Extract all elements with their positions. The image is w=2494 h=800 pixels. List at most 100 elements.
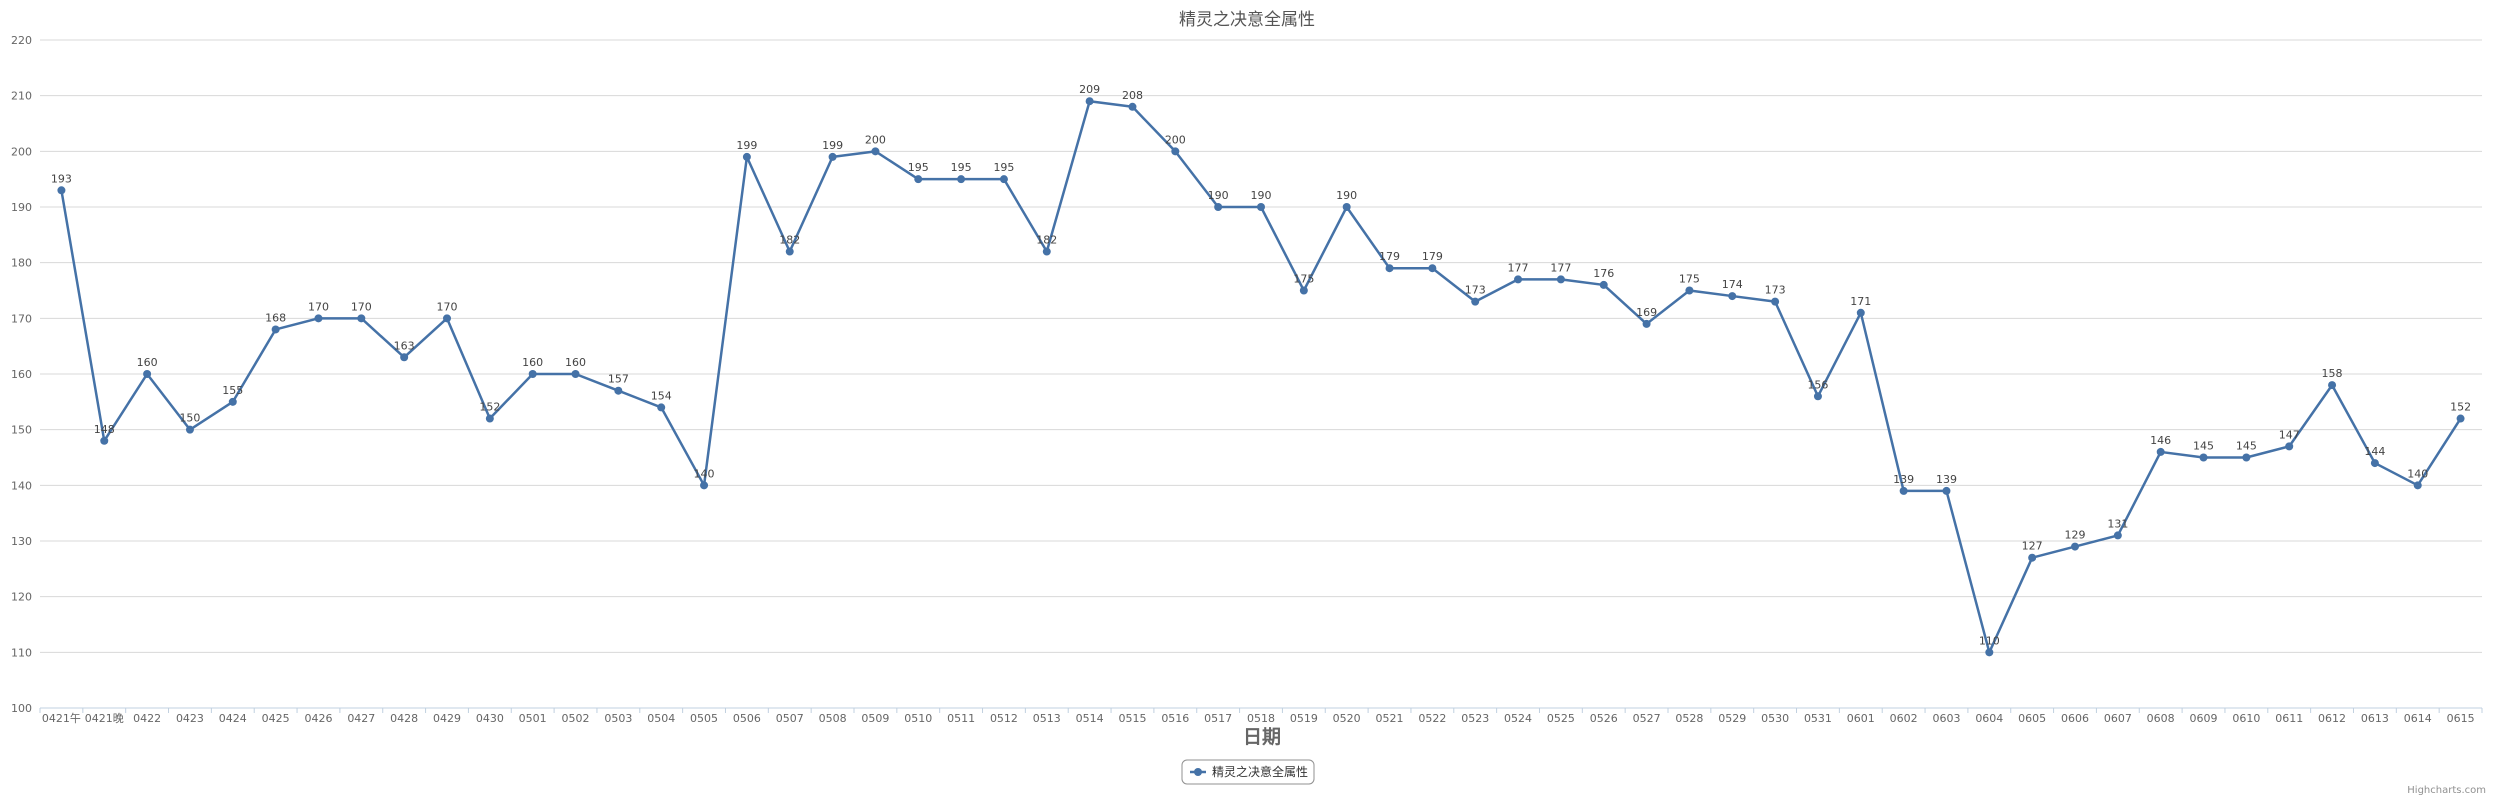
data-point[interactable] (100, 436, 109, 445)
data-point[interactable] (2199, 453, 2208, 462)
data-label: 145 (2193, 440, 2214, 453)
data-point[interactable] (443, 314, 451, 323)
x-tick-label: 0422 (133, 712, 161, 725)
y-gridlines (40, 39, 2482, 709)
data-point[interactable] (1771, 297, 1780, 306)
data-point[interactable] (742, 152, 751, 161)
legend[interactable]: 精灵之决意全属性 (1181, 759, 1315, 785)
data-point[interactable] (271, 325, 280, 334)
data-point[interactable] (999, 175, 1008, 184)
data-label: 127 (2022, 540, 2043, 553)
x-tick-label: 0515 (1118, 712, 1146, 725)
y-tick-label: 180 (11, 257, 32, 270)
data-point[interactable] (1942, 486, 1951, 495)
data-point[interactable] (2456, 414, 2465, 423)
x-tick-label: 0421午 (42, 712, 81, 725)
data-point[interactable] (1085, 97, 1094, 106)
data-point[interactable] (1985, 648, 1994, 657)
chart-title: 精灵之决意全属性 (1179, 10, 1315, 30)
data-point[interactable] (2028, 553, 2037, 562)
data-point[interactable] (1257, 203, 1265, 211)
x-tick-label: 0604 (1975, 712, 2003, 725)
x-tick-label: 0507 (776, 712, 804, 725)
data-label: 157 (608, 373, 629, 386)
data-point[interactable] (657, 403, 666, 412)
data-label: 160 (565, 356, 586, 369)
data-point[interactable] (2242, 453, 2251, 462)
data-labels: 193 148 160 150 155 168 170 170 163 170 152 160 160 1… (51, 83, 2471, 647)
data-label: 170 (437, 300, 458, 313)
data-point[interactable] (357, 314, 366, 323)
data-point[interactable] (1128, 102, 1137, 111)
data-point[interactable] (957, 175, 966, 184)
data-point[interactable] (314, 314, 323, 323)
x-tick-label: 0519 (1290, 712, 1318, 725)
data-label: 182 (779, 234, 800, 247)
data-point[interactable] (2413, 481, 2422, 490)
data-label: 200 (865, 133, 886, 146)
y-tick-label: 110 (11, 646, 32, 659)
x-tick-label: 0520 (1333, 712, 1361, 725)
data-point[interactable] (57, 186, 66, 195)
data-point[interactable] (571, 370, 580, 378)
x-tick-label: 0524 (1504, 712, 1532, 725)
credit-text[interactable]: Highcharts.com (2407, 785, 2486, 796)
data-label: 169 (1636, 306, 1657, 319)
data-point[interactable] (1728, 292, 1737, 301)
data-point[interactable] (1299, 286, 1308, 295)
x-tick-label: 0517 (1204, 712, 1232, 725)
x-tick-label: 0502 (562, 712, 590, 725)
data-point[interactable] (914, 175, 923, 184)
data-label: 152 (479, 401, 500, 414)
data-point[interactable] (2113, 531, 2122, 540)
y-tick-label: 200 (11, 145, 32, 158)
x-tick-label: 0521 (1376, 712, 1404, 725)
data-point[interactable] (1685, 286, 1694, 295)
x-tick-label: 0503 (604, 712, 632, 725)
data-point[interactable] (614, 386, 623, 395)
x-tick-label: 0608 (2147, 712, 2175, 725)
y-tick-label: 150 (11, 424, 32, 437)
data-label: 200 (1165, 133, 1186, 146)
data-point[interactable] (1385, 264, 1394, 273)
x-tick-label: 0610 (2232, 712, 2260, 725)
data-point[interactable] (1342, 203, 1351, 211)
data-point[interactable] (1813, 392, 1822, 401)
data-point[interactable] (2156, 447, 2165, 456)
data-label: 177 (1550, 261, 1571, 274)
data-point[interactable] (1214, 203, 1223, 211)
data-point[interactable] (1856, 308, 1865, 317)
data-point[interactable] (1899, 486, 1908, 495)
data-point[interactable] (485, 414, 494, 423)
data-point[interactable] (2328, 381, 2337, 390)
data-point[interactable] (2370, 459, 2379, 468)
data-point[interactable] (828, 152, 837, 161)
data-label: 209 (1079, 83, 1100, 96)
data-point[interactable] (871, 147, 880, 156)
legend-item-label[interactable]: 精灵之决意全属性 (1212, 764, 1308, 779)
data-point[interactable] (700, 481, 709, 490)
data-point[interactable] (400, 353, 409, 362)
x-tick-label: 0613 (2361, 712, 2389, 725)
data-label: 156 (1807, 378, 1828, 391)
data-point[interactable] (1042, 247, 1051, 256)
series-line (60, 99, 2462, 654)
data-point[interactable] (1171, 147, 1180, 156)
data-point[interactable] (1599, 280, 1608, 289)
data-point[interactable] (1642, 319, 1651, 328)
data-point[interactable] (1428, 264, 1437, 273)
data-point[interactable] (185, 425, 194, 434)
data-label: 152 (2450, 401, 2471, 414)
data-point[interactable] (1514, 275, 1523, 284)
data-point[interactable] (785, 247, 794, 256)
legend-box (1181, 759, 1315, 785)
data-point[interactable] (2285, 442, 2294, 451)
x-tick-label: 0421晚 (85, 712, 124, 725)
data-point[interactable] (1556, 275, 1565, 284)
data-point[interactable] (528, 370, 537, 378)
data-point[interactable] (1471, 297, 1480, 306)
data-point[interactable] (2071, 542, 2079, 551)
data-point[interactable] (228, 397, 237, 406)
data-point[interactable] (143, 370, 152, 378)
